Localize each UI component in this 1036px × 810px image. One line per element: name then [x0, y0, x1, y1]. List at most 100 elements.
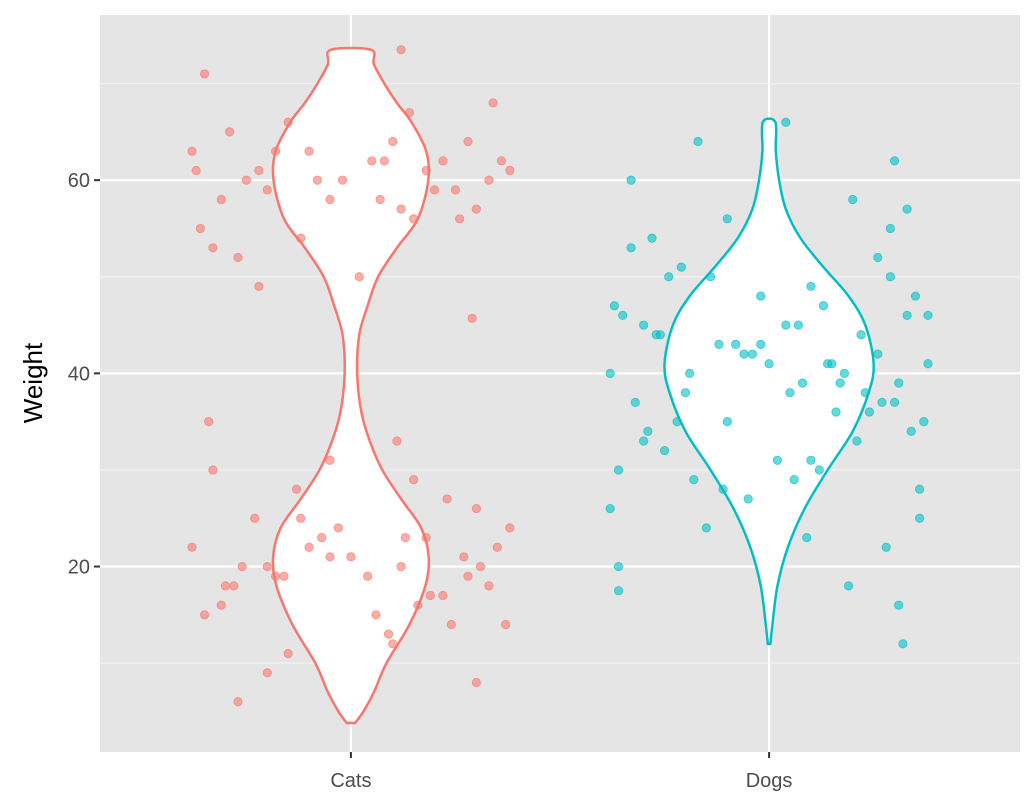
data-point-dogs: [639, 436, 649, 446]
violin-dogs: [663, 117, 875, 646]
data-point-dogs: [902, 310, 912, 321]
data-point-dogs: [860, 388, 870, 398]
data-point-dogs: [835, 378, 845, 388]
data-point-dogs: [613, 586, 624, 596]
data-point-dogs: [852, 436, 862, 446]
y-tick-label: 20: [68, 557, 90, 579]
data-point-cats: [471, 204, 481, 214]
data-point-cats: [421, 532, 431, 543]
data-point-cats: [233, 252, 243, 263]
data-point-cats: [505, 523, 515, 533]
data-point-dogs: [873, 349, 883, 359]
data-point-dogs: [739, 349, 749, 359]
data-point-dogs: [881, 542, 891, 552]
data-point-cats: [388, 136, 398, 147]
data-point-dogs: [843, 581, 854, 591]
data-point-dogs: [873, 252, 883, 263]
data-point-dogs: [827, 359, 837, 369]
data-point-cats: [354, 272, 364, 282]
data-point-dogs: [919, 417, 929, 427]
data-point-cats: [304, 146, 314, 156]
data-point-dogs: [885, 223, 895, 234]
data-point-cats: [229, 581, 239, 591]
data-point-dogs: [718, 484, 728, 494]
data-point-cats: [233, 697, 243, 707]
data-point-cats: [446, 619, 456, 630]
data-point-dogs: [889, 156, 900, 166]
data-point-cats: [471, 677, 481, 688]
data-point-dogs: [802, 532, 812, 543]
data-point-cats: [496, 156, 507, 166]
violins: [271, 46, 875, 725]
data-point-dogs: [793, 320, 803, 330]
data-point-cats: [317, 532, 327, 543]
data-point-cats: [463, 571, 473, 581]
data-point-cats: [262, 185, 272, 195]
data-point-cats: [325, 194, 335, 205]
data-point-dogs: [613, 561, 624, 572]
data-point-cats: [459, 552, 469, 562]
data-point-cats: [346, 552, 356, 562]
data-point-dogs: [848, 194, 858, 205]
data-point-cats: [241, 175, 251, 185]
data-point-cats: [187, 146, 197, 156]
axes: 20 40 60 Cats Dogs: [68, 170, 793, 792]
data-point-cats: [216, 600, 226, 610]
violin-cats: [271, 46, 431, 725]
data-point-cats: [501, 619, 511, 630]
data-point-dogs: [664, 272, 674, 282]
data-point-dogs: [722, 214, 732, 224]
data-point-cats: [271, 571, 281, 581]
data-point-cats: [367, 156, 377, 166]
data-point-cats: [484, 581, 494, 591]
data-point-cats: [291, 484, 302, 494]
data-point-cats: [421, 165, 431, 176]
data-point-dogs: [722, 417, 732, 427]
data-point-dogs: [785, 388, 795, 398]
data-point-cats: [475, 561, 486, 572]
data-point-dogs: [705, 272, 716, 282]
data-point-dogs: [643, 426, 653, 436]
data-point-dogs: [856, 330, 866, 340]
data-point-dogs: [655, 330, 665, 340]
data-point-dogs: [902, 204, 912, 214]
data-point-dogs: [659, 446, 670, 456]
data-point-dogs: [630, 397, 640, 407]
data-point-dogs: [789, 475, 799, 485]
data-point-cats: [208, 465, 218, 475]
data-point-cats: [250, 513, 260, 523]
data-point-dogs: [915, 513, 925, 523]
data-point-cats: [304, 542, 314, 552]
data-point-dogs: [731, 339, 741, 349]
data-point-cats: [396, 45, 406, 55]
data-point-dogs: [877, 397, 887, 407]
data-point-dogs: [889, 397, 900, 407]
data-point-cats: [296, 233, 306, 243]
data-point-dogs: [839, 368, 849, 378]
x-tick-label-dogs: Dogs: [746, 770, 793, 792]
data-point-dogs: [756, 291, 766, 301]
data-point-dogs: [605, 503, 615, 514]
data-point-cats: [254, 281, 264, 292]
data-point-cats: [296, 513, 306, 523]
data-point-cats: [187, 542, 197, 552]
data-point-cats: [204, 417, 214, 427]
data-point-dogs: [797, 378, 808, 388]
data-point-cats: [283, 648, 293, 659]
data-point-dogs: [894, 600, 904, 610]
y-tick-label: 40: [68, 363, 90, 385]
data-point-cats: [371, 610, 381, 620]
data-point-cats: [199, 610, 210, 620]
y-axis-title: Weight: [18, 342, 48, 423]
data-point-cats: [199, 69, 210, 79]
data-point-cats: [488, 98, 498, 108]
data-point-dogs: [923, 310, 933, 321]
data-point-dogs: [618, 310, 628, 321]
data-point-dogs: [864, 407, 875, 417]
data-point-cats: [396, 561, 406, 572]
data-point-dogs: [672, 417, 682, 427]
data-point-dogs: [894, 378, 904, 388]
data-point-cats: [237, 561, 247, 572]
data-point-cats: [363, 571, 373, 581]
